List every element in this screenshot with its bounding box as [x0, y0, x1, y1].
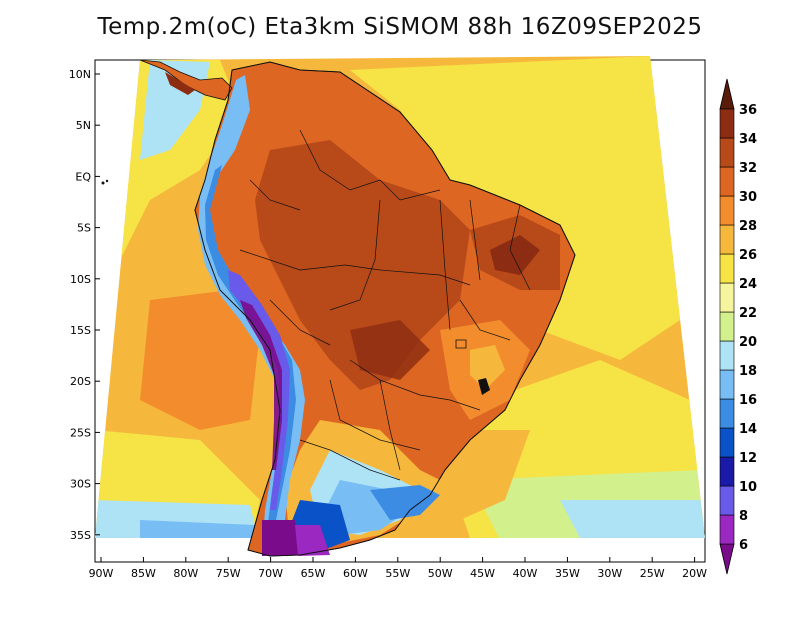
colorbar-label: 16	[739, 393, 757, 408]
lon-tick-label: 40W	[513, 567, 538, 580]
colorbar-swatch	[719, 282, 735, 313]
lon-tick-label: 80W	[173, 567, 198, 580]
colorbar-swatch	[719, 166, 735, 197]
colorbar-label: 8	[739, 509, 748, 524]
colorbar-swatch	[719, 253, 735, 284]
lat-tick-label: 25S	[70, 426, 91, 439]
colorbar-label: 30	[739, 190, 757, 205]
lat-tick-label: 5N	[76, 119, 91, 132]
lat-tick-label: 30S	[70, 478, 91, 491]
colorbar-label: 28	[739, 219, 757, 234]
lon-tick-label: 25W	[640, 567, 665, 580]
colorbar-label: 36	[739, 103, 757, 118]
lon-tick-label: 50W	[428, 567, 453, 580]
latitude-axis: 10N 5N EQ 5S 10S 15S 20S 25S 30S 35S	[69, 68, 100, 542]
colorbar-label: 20	[739, 335, 757, 350]
colorbar-min-arrow	[719, 543, 735, 575]
colorbar-label: 24	[739, 277, 757, 292]
lat-tick-label: 35S	[70, 529, 91, 542]
colorbar-label: 10	[739, 480, 757, 495]
lon-tick-label: 65W	[301, 567, 326, 580]
colorbar-label: 32	[739, 161, 757, 176]
colorbar-swatch	[719, 195, 735, 226]
lon-tick-label: 20W	[682, 567, 707, 580]
colorbar-swatch	[719, 340, 735, 371]
lat-tick-label: 10S	[70, 273, 91, 286]
lon-tick-label: 60W	[343, 567, 368, 580]
colorbar: 6 8 10 12 14 16 18 20 22 24 26 28 30 32 34 36	[719, 78, 757, 575]
lat-tick-label: 20S	[70, 375, 91, 388]
lat-tick-label: 5S	[77, 222, 91, 235]
political-borders	[239, 129, 531, 481]
lon-tick-label: 55W	[385, 567, 410, 580]
colorbar-label: 14	[739, 422, 757, 437]
south-america-land	[194, 61, 576, 557]
colorbar-label: 22	[739, 306, 757, 321]
colorbar-swatch	[719, 224, 735, 255]
lon-tick-label: 70W	[258, 567, 283, 580]
lon-tick-label: 75W	[216, 567, 241, 580]
colorbar-label: 12	[739, 451, 757, 466]
longitude-axis: 90W 85W 80W 75W 70W 65W 60W 55W 50W 45W 40W 35W 30W 2…	[89, 557, 707, 580]
lon-tick-label: 30W	[597, 567, 622, 580]
map-title: Temp.2m(oC) Eta3km SiSMOM 88h 16Z09SEP20…	[97, 14, 703, 40]
colorbar-swatch	[719, 485, 735, 516]
colorbar-max-arrow	[719, 78, 735, 110]
lat-tick-label: 15S	[70, 324, 91, 337]
lon-tick-label: 85W	[131, 567, 156, 580]
lat-tick-label: EQ	[75, 170, 91, 183]
colorbar-swatch	[719, 137, 735, 168]
colorbar-label: 6	[739, 538, 748, 553]
lon-tick-label: 90W	[89, 567, 114, 580]
colorbar-swatch	[719, 427, 735, 458]
colorbar-swatch	[719, 311, 735, 342]
colorbar-swatch	[719, 456, 735, 487]
colorbar-label: 18	[739, 364, 757, 379]
colorbar-label: 34	[739, 132, 757, 147]
colorbar-swatch	[719, 514, 735, 545]
colorbar-swatch	[719, 108, 735, 139]
colorbar-swatch	[719, 369, 735, 400]
lon-tick-label: 45W	[470, 567, 495, 580]
colorbar-swatch	[719, 398, 735, 429]
lon-tick-label: 35W	[555, 567, 580, 580]
colorbar-label: 26	[739, 248, 757, 263]
lat-tick-label: 10N	[69, 68, 91, 81]
